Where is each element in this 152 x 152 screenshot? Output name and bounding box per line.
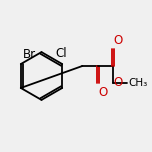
Text: O: O [98, 86, 107, 99]
Text: Cl: Cl [55, 47, 67, 60]
Text: Br: Br [23, 48, 36, 61]
Text: CH₃: CH₃ [128, 78, 147, 88]
Text: O: O [114, 34, 123, 47]
Text: O: O [114, 76, 123, 89]
